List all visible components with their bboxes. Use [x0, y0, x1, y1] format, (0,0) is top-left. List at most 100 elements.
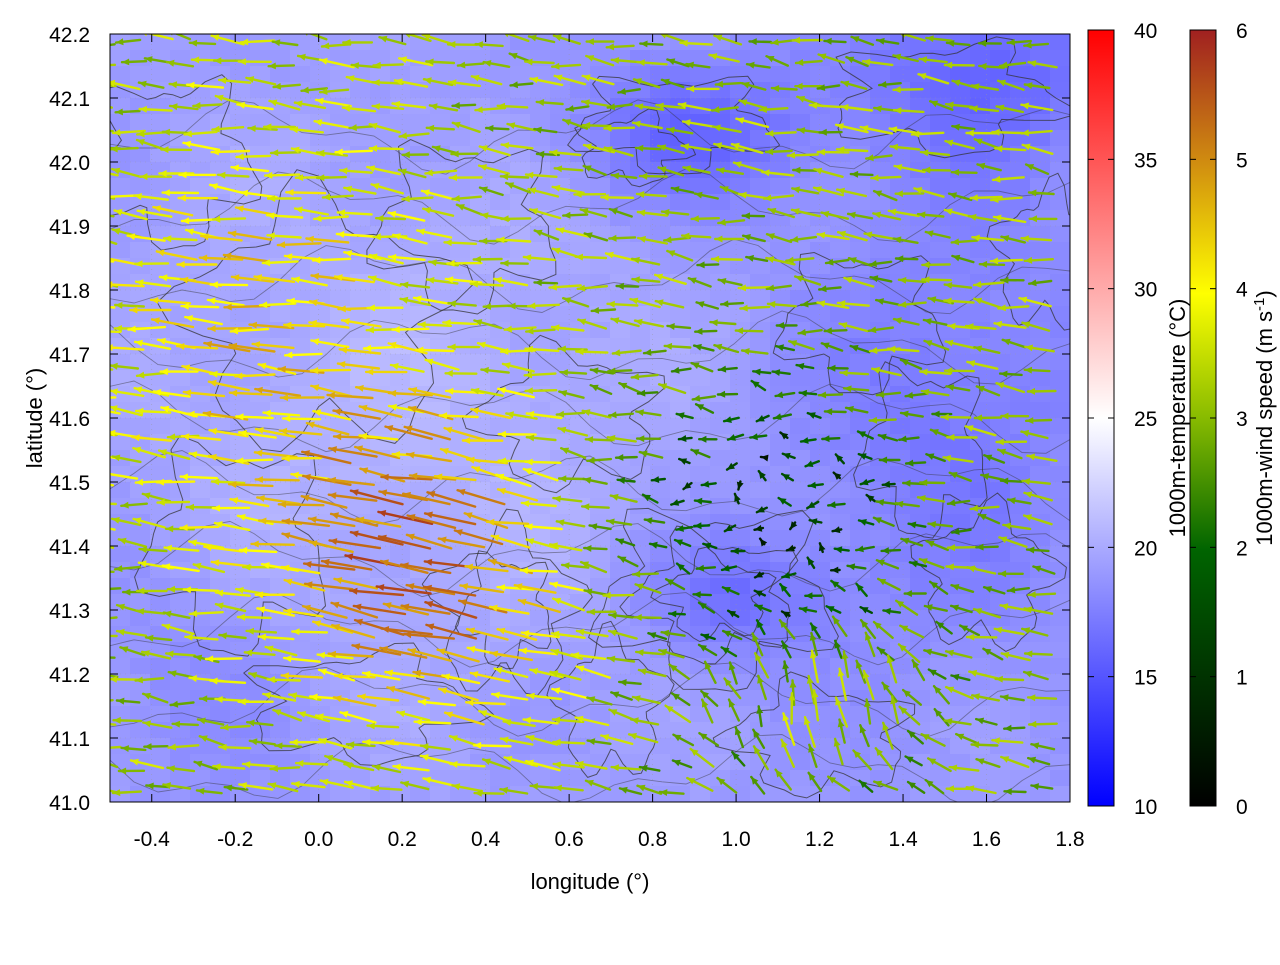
- temperature-cell: [290, 722, 311, 739]
- temperature-cell: [870, 162, 891, 179]
- temperature-cell: [210, 194, 231, 211]
- wind-vector: [87, 331, 121, 332]
- temperature-cell: [810, 610, 831, 627]
- temperature-cell: [650, 354, 671, 371]
- temperature-cell: [910, 754, 931, 771]
- temperature-cell: [1050, 498, 1071, 515]
- temperature-cell: [970, 370, 991, 387]
- temperature-cell: [330, 722, 351, 739]
- temperature-cell: [530, 370, 551, 387]
- temperature-cell: [310, 354, 331, 371]
- temperature-cell: [870, 402, 891, 419]
- temperature-cell: [670, 306, 691, 323]
- temperature-cell: [130, 306, 151, 323]
- temperature-cell: [170, 770, 191, 787]
- temperature-cell: [830, 690, 851, 707]
- temperature-cell: [270, 130, 291, 147]
- temperature-cell: [450, 306, 471, 323]
- temperature-cell: [1010, 562, 1031, 579]
- temperature-cell: [610, 722, 631, 739]
- temperature-cell: [290, 306, 311, 323]
- temperature-cell: [570, 530, 591, 547]
- wind-vector-head: [102, 471, 110, 478]
- temperature-cell: [890, 274, 911, 291]
- temperature-cell: [670, 66, 691, 83]
- temperature-cell: [930, 82, 951, 99]
- temperature-cell: [230, 738, 251, 755]
- temperature-cell: [710, 306, 731, 323]
- temperature-cell: [670, 370, 691, 387]
- temperature-cell: [830, 514, 851, 531]
- temperature-cell: [690, 370, 711, 387]
- temperature-cell: [130, 290, 151, 307]
- temperature-cell: [210, 594, 231, 611]
- temperature-cell: [1030, 402, 1051, 419]
- temperature-cell: [930, 210, 951, 227]
- temperature-cell: [650, 482, 671, 499]
- temperature-cell: [1050, 754, 1071, 771]
- temperature-cell: [170, 274, 191, 291]
- temperature-cell: [690, 466, 711, 483]
- temperature-cell: [830, 242, 851, 259]
- wind-vector-head: [85, 500, 92, 507]
- temperature-cell: [1010, 482, 1031, 499]
- wind-vector-head: [87, 328, 94, 335]
- temperature-cell: [470, 546, 491, 563]
- temperature-cell: [970, 178, 991, 195]
- temperature-cell: [870, 66, 891, 83]
- wind-vector: [92, 657, 115, 658]
- temperature-cell: [970, 50, 991, 67]
- x-tick-label: 0.8: [638, 828, 667, 851]
- temperature-cell: [890, 562, 911, 579]
- temperature-cell: [1050, 130, 1071, 147]
- temperature-cell: [170, 114, 191, 131]
- temperature-cell: [210, 706, 231, 723]
- temperature-cell: [690, 226, 711, 243]
- temperature-cell: [190, 786, 211, 803]
- temperature-cell: [730, 402, 751, 419]
- temperature-cell: [130, 786, 151, 803]
- temperature-cell: [470, 162, 491, 179]
- temperature-cell: [450, 754, 471, 771]
- temperature-cell: [850, 530, 871, 547]
- temperature-cell: [490, 610, 511, 627]
- temperature-cell: [630, 50, 651, 67]
- temperature-cell: [1050, 34, 1071, 51]
- temperature-cell: [650, 306, 671, 323]
- temperature-cell: [310, 306, 331, 323]
- temperature-cell: [890, 194, 911, 211]
- x-tick-label: -0.2: [217, 828, 253, 851]
- temperature-cell: [770, 530, 791, 547]
- temperature-cell: [1050, 450, 1071, 467]
- temperature-cell: [250, 50, 271, 67]
- temperature-cell: [650, 594, 671, 611]
- temperature-cell: [770, 466, 791, 483]
- temperature-cell: [270, 626, 291, 643]
- temperature-cell: [910, 210, 931, 227]
- temperature-cell: [130, 770, 151, 787]
- temperature-cell: [530, 82, 551, 99]
- temperature-cell: [730, 562, 751, 579]
- temperature-cell: [590, 258, 611, 275]
- temperature-cell: [610, 322, 631, 339]
- temperature-cell: [330, 242, 351, 259]
- temperature-cell: [530, 418, 551, 435]
- temperature-cell: [630, 354, 651, 371]
- temperature-cell: [710, 690, 731, 707]
- temperature-cell: [670, 194, 691, 211]
- temperature-cell: [810, 66, 831, 83]
- temperature-cell: [990, 386, 1011, 403]
- temperature-cell: [370, 770, 391, 787]
- temperature-cell: [850, 498, 871, 515]
- temperature-cell: [1030, 530, 1051, 547]
- temperature-cell: [910, 786, 931, 803]
- temperature-cell: [1010, 738, 1031, 755]
- temperature-cell: [1010, 610, 1031, 627]
- temperature-cell: [870, 290, 891, 307]
- temperature-cell: [630, 466, 651, 483]
- temperature-cell: [130, 178, 151, 195]
- temperature-cell: [410, 306, 431, 323]
- temperature-cell: [810, 466, 831, 483]
- temperature-cell: [1030, 466, 1051, 483]
- temperature-cell: [230, 306, 251, 323]
